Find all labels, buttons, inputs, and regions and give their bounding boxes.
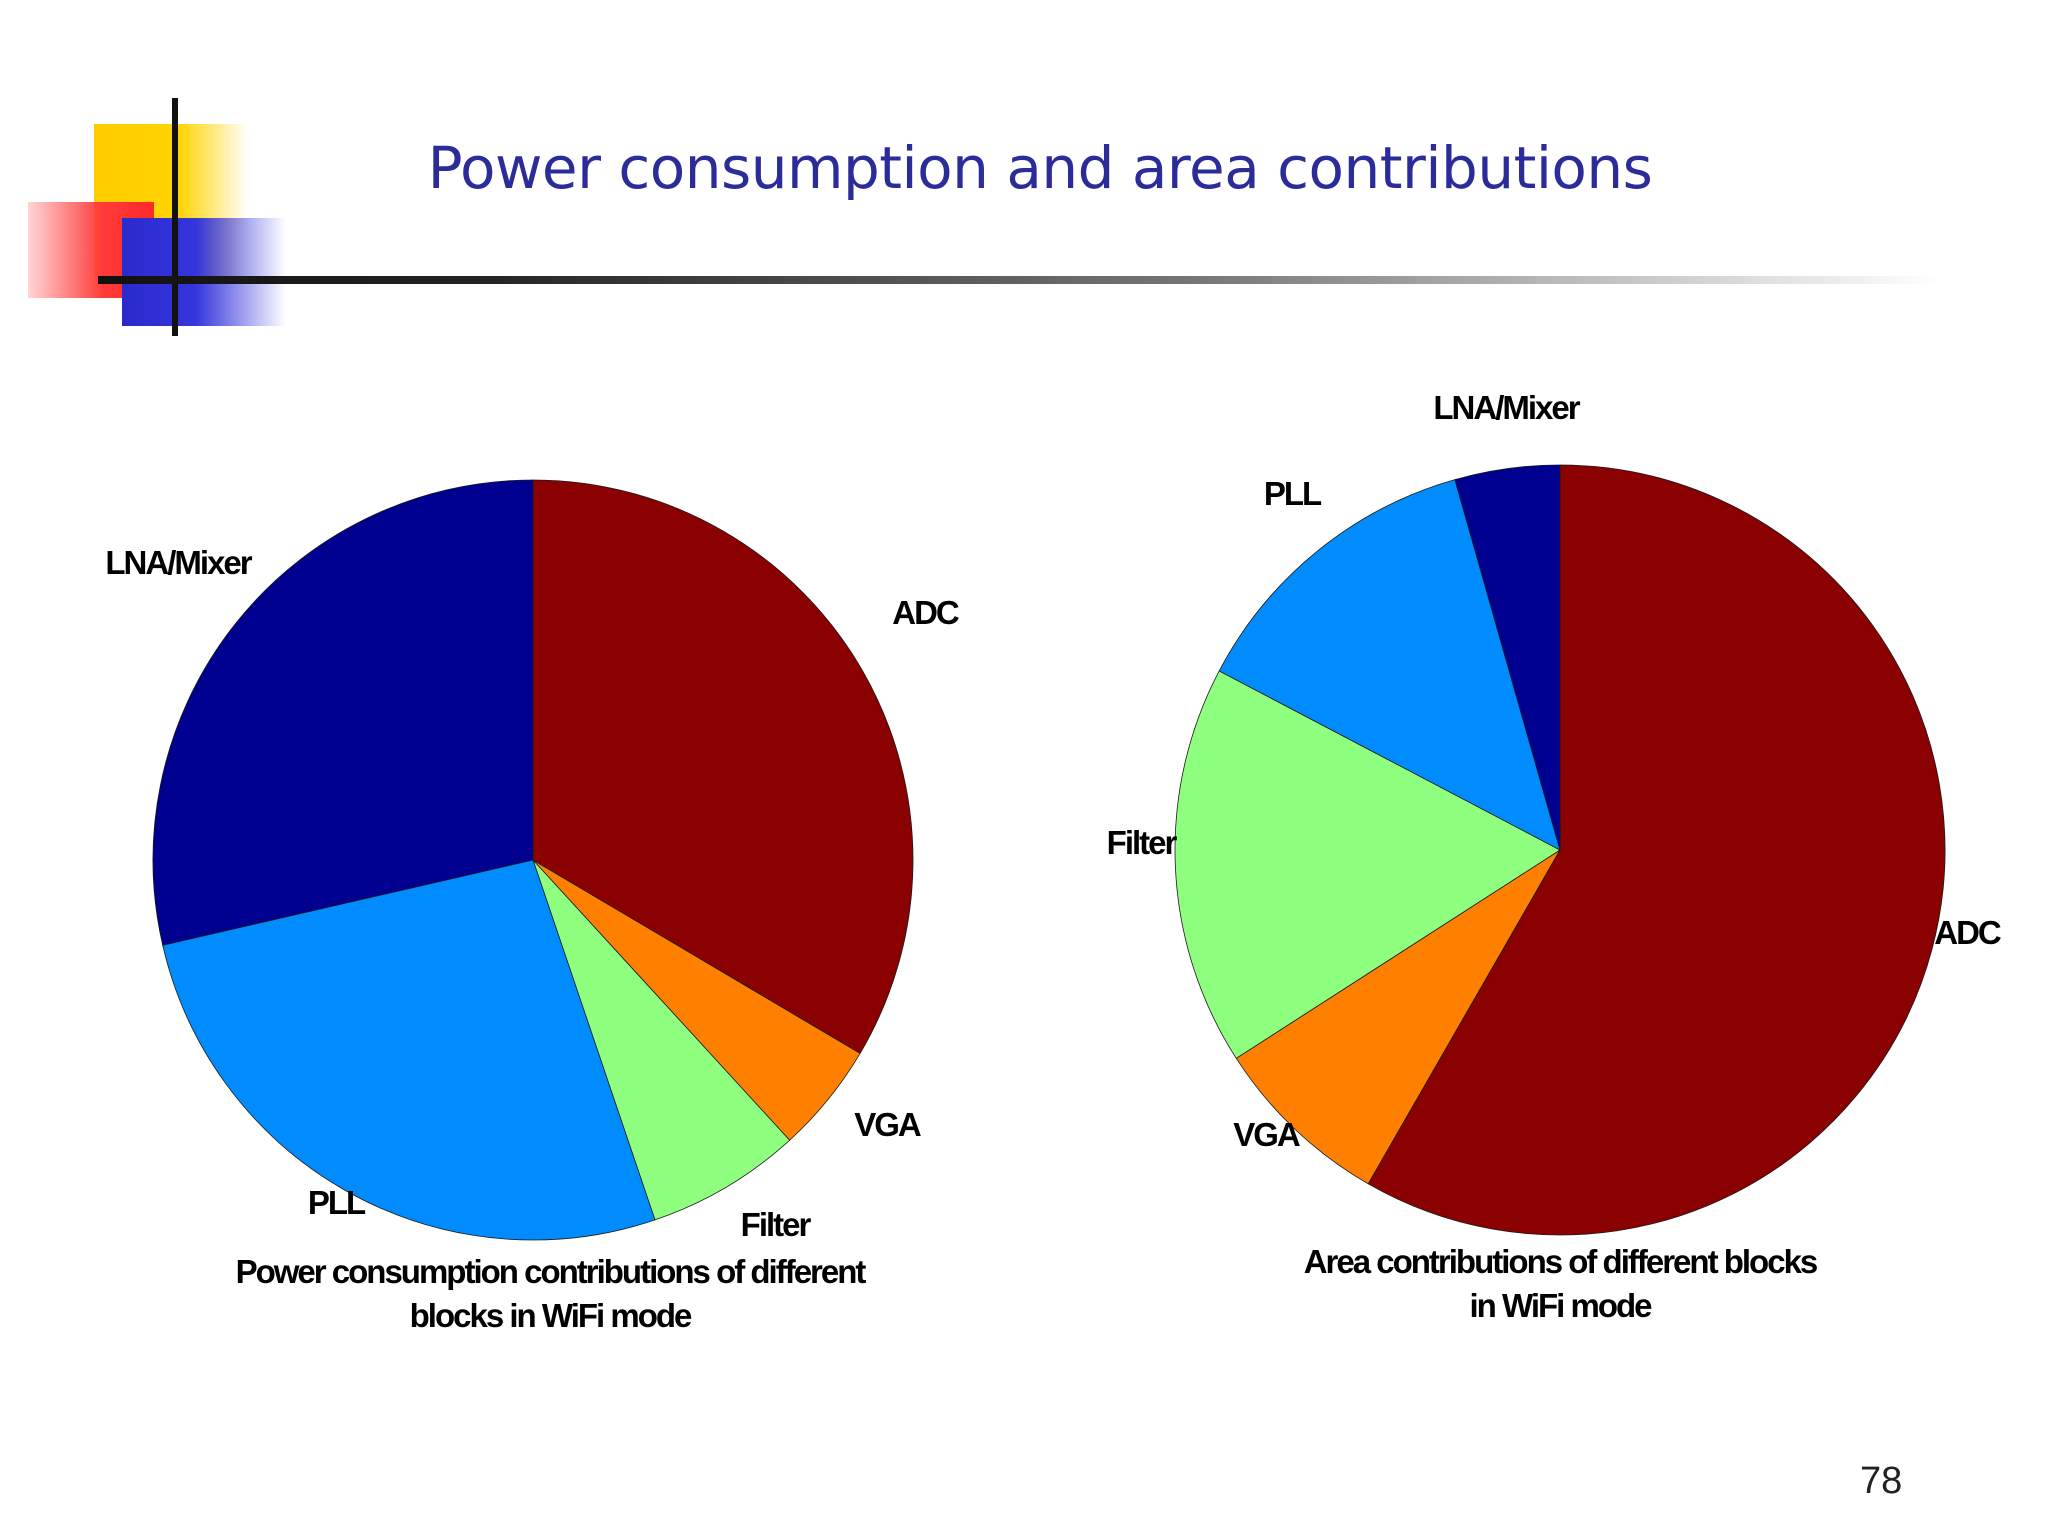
- power-slice-pll: [162, 859, 656, 1241]
- area-label-vga: VGA: [1233, 1116, 1300, 1153]
- area-slice-filter: [1174, 670, 1561, 1059]
- power-caption-line-2: blocks in WiFi mode: [409, 1297, 693, 1334]
- power-slice-filter: [532, 859, 791, 1221]
- power-label-vga: VGA: [854, 1106, 921, 1143]
- area-slice-lna-mixer: [1454, 464, 1561, 851]
- power-pie-chart: ADC VGA Filter PLL LNA/Mixer: [105, 479, 961, 1243]
- slide-logo: [0, 0, 300, 360]
- area-label-lna-mixer: LNA/Mixer: [1433, 389, 1580, 426]
- area-caption-line-2: in WiFi mode: [1469, 1287, 1652, 1324]
- area-slice-adc: [1367, 464, 1946, 1236]
- power-label-pll: PLL: [308, 1184, 366, 1221]
- area-slice-pll: [1218, 479, 1561, 851]
- slide-title: Power consumption and area contributions: [427, 134, 1653, 202]
- area-label-filter: Filter: [1107, 824, 1178, 861]
- logo-blue-square: [122, 218, 286, 326]
- power-chart-caption: Power consumption contributions of diffe…: [140, 1250, 960, 1338]
- power-label-filter: Filter: [741, 1206, 812, 1243]
- page-number: 78: [1860, 1460, 1903, 1502]
- power-label-adc: ADC: [892, 594, 959, 631]
- power-slice-lna-mixer: [152, 479, 534, 946]
- title-underline: [98, 276, 1938, 284]
- area-caption-line-1: Area contributions of different blocks: [1303, 1243, 1819, 1280]
- area-pie-chart: ADC VGA Filter PLL LNA/Mixer: [1107, 389, 2003, 1236]
- area-label-pll: PLL: [1264, 475, 1322, 512]
- area-label-adc: ADC: [1934, 914, 2001, 951]
- power-label-lna-mixer: LNA/Mixer: [105, 544, 252, 581]
- power-slice-adc: [532, 479, 914, 1054]
- area-chart-caption: Area contributions of different blocks i…: [1160, 1240, 1960, 1328]
- area-slice-vga: [1235, 849, 1561, 1185]
- power-caption-line-1: Power consumption contributions of diffe…: [235, 1253, 867, 1290]
- logo-vertical-line: [172, 98, 178, 336]
